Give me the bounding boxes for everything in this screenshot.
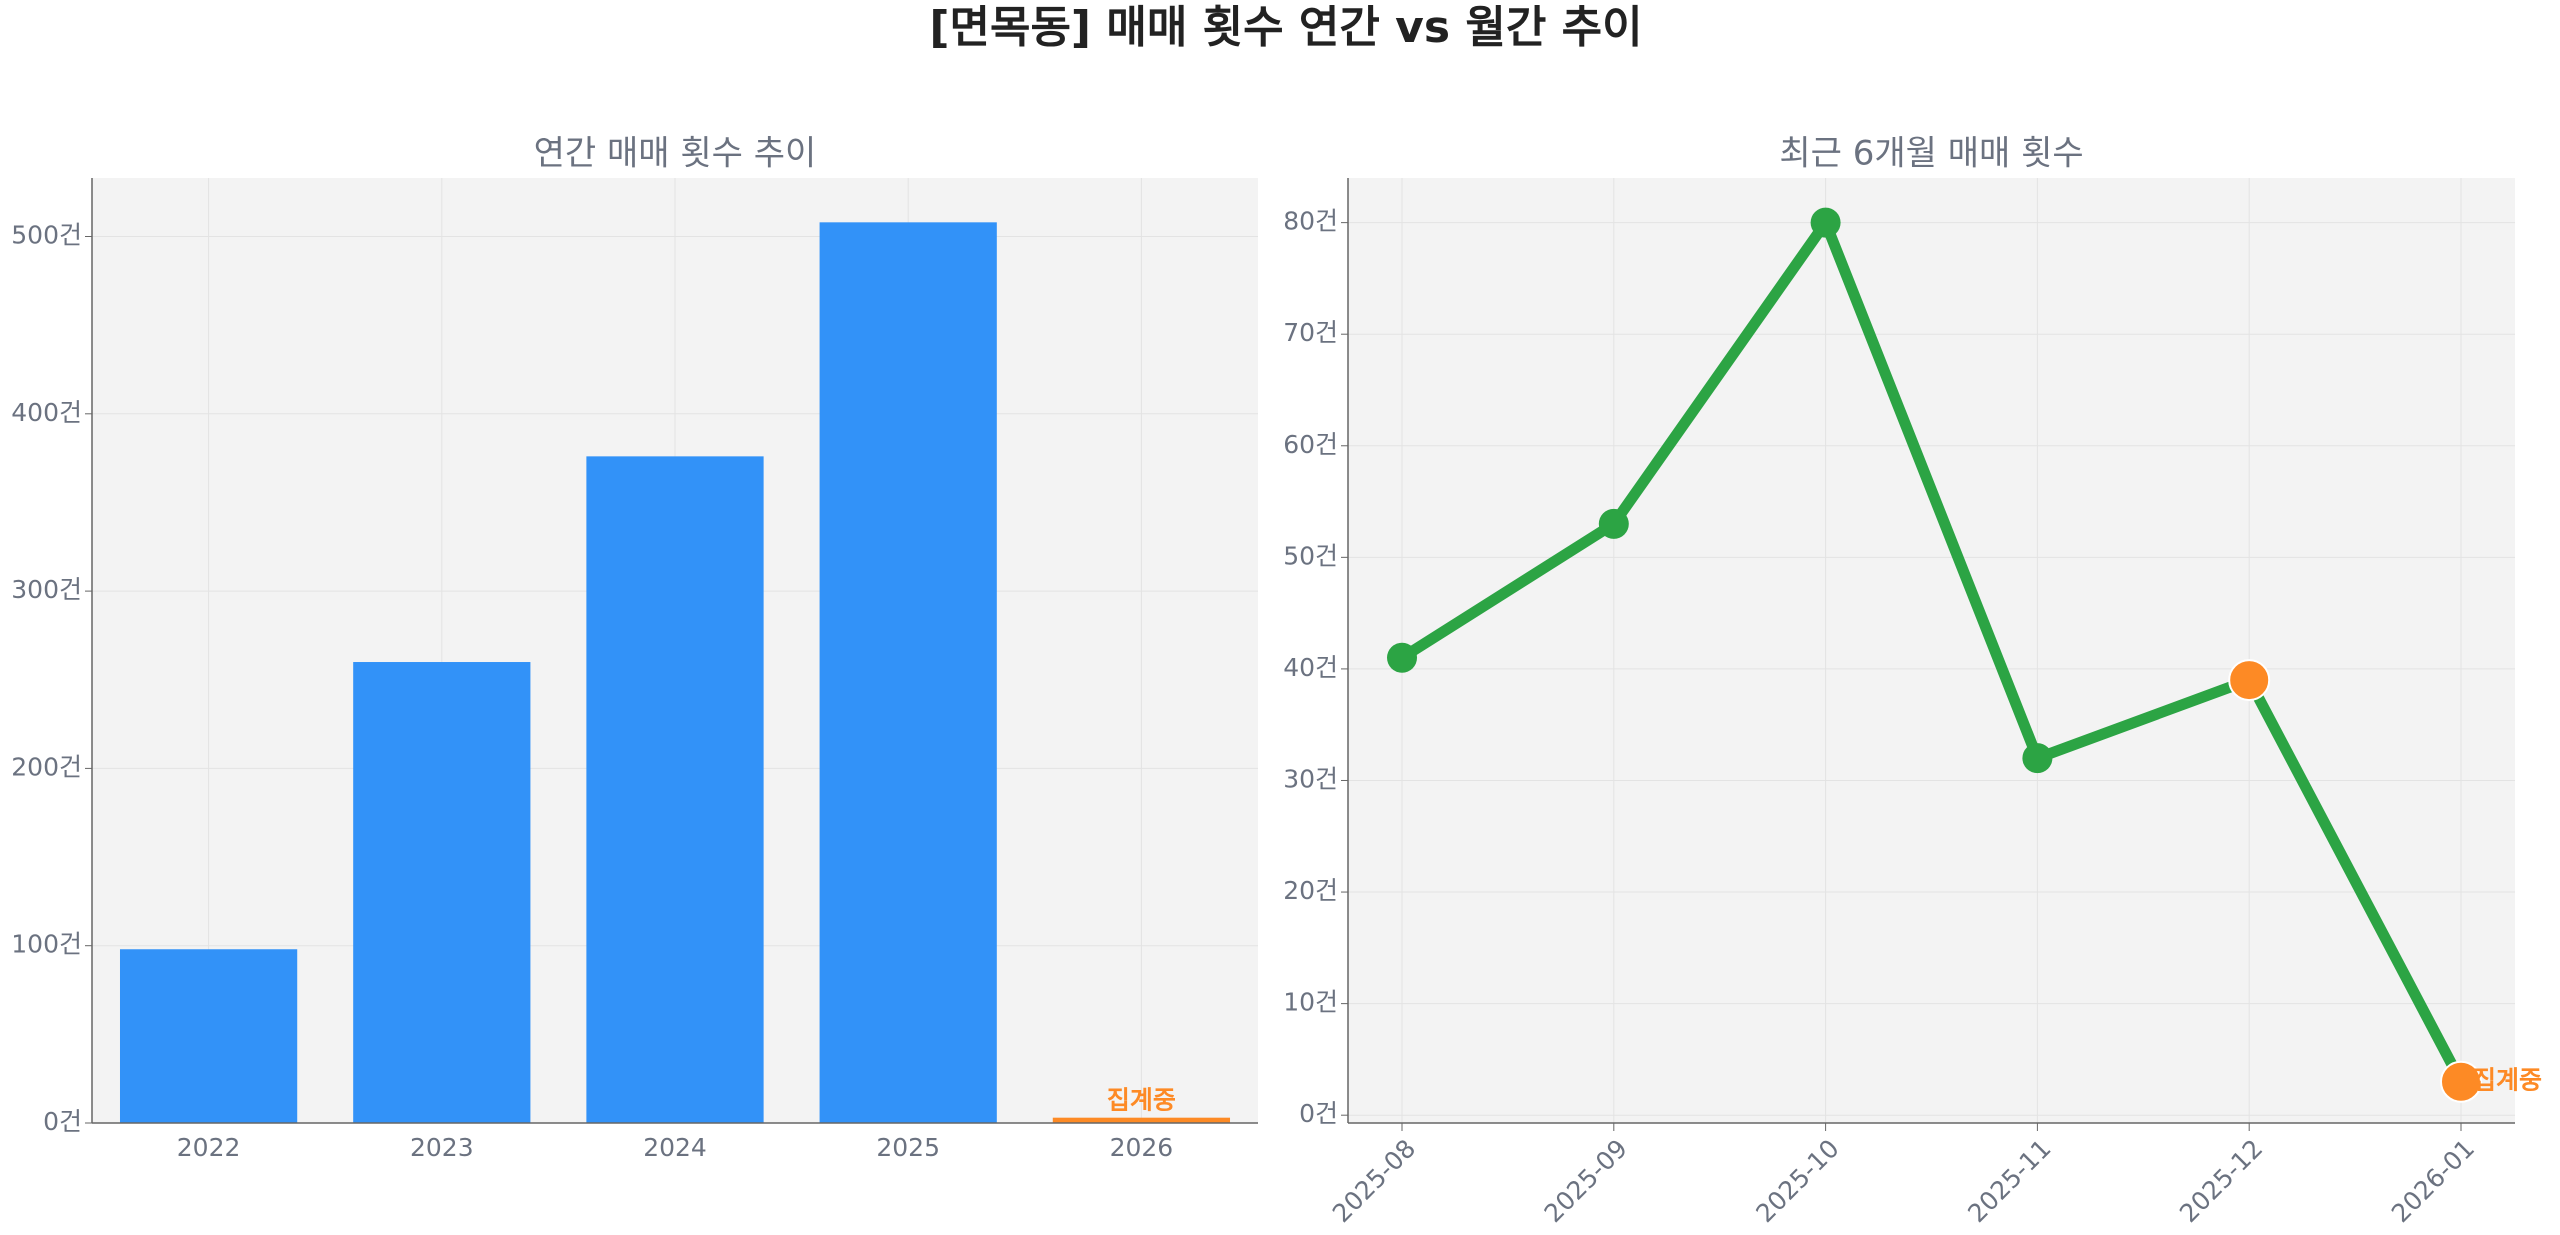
- y-tick-label: 10건: [1283, 988, 1338, 1017]
- x-tick-label: 2025-10: [1750, 1134, 1844, 1228]
- bar: [819, 222, 997, 1123]
- x-tick-label: 2026: [1110, 1133, 1174, 1162]
- x-tick-label: 2024: [643, 1133, 707, 1162]
- y-tick-label: 200건: [11, 752, 82, 781]
- bar: [586, 456, 764, 1123]
- x-tick-label: 2025-11: [1962, 1134, 2056, 1228]
- x-tick-label: 2025-08: [1327, 1134, 1421, 1228]
- x-tick-label: 2025: [876, 1133, 940, 1162]
- bar: [119, 949, 298, 1123]
- annotation: 집계중: [1107, 1086, 1176, 1115]
- x-tick-label: 2025-12: [2174, 1134, 2268, 1228]
- y-tick-label: 40건: [1283, 653, 1338, 682]
- point: [1810, 207, 1841, 238]
- x-tick-label: 2025-09: [1539, 1134, 1633, 1228]
- subplot-title: 최근 6개월 매매 횟수: [1779, 134, 2083, 174]
- y-tick-label: 0건: [43, 1107, 82, 1136]
- point: [2228, 659, 2271, 702]
- y-tick-label: 500건: [11, 221, 82, 250]
- y-tick-label: 300건: [11, 575, 82, 604]
- y-tick-label: 20건: [1283, 876, 1338, 905]
- x-tick-label: 2026-01: [2386, 1134, 2480, 1228]
- bar: [1052, 1117, 1231, 1123]
- y-tick-label: 30건: [1283, 764, 1338, 793]
- x-tick-label: 2022: [177, 1133, 241, 1162]
- plot-area: [1348, 178, 2515, 1123]
- x-tick-label: 2023: [410, 1133, 474, 1162]
- y-tick-label: 100건: [11, 930, 82, 959]
- y-tick-label: 80건: [1283, 207, 1338, 236]
- line: [1399, 217, 2466, 1085]
- bar: [353, 662, 531, 1123]
- y-tick-label: 50건: [1283, 541, 1338, 570]
- y-tick-label: 70건: [1283, 318, 1338, 347]
- y-tick-label: 0건: [1299, 1099, 1338, 1128]
- subplot-title: 연간 매매 횟수 추이: [534, 134, 817, 174]
- figure-title: [면목동] 매매 횟수 연간 vs 월간 추이: [929, 2, 1642, 53]
- point: [1387, 642, 1418, 673]
- point: [1598, 508, 1629, 539]
- point: [2439, 1060, 2482, 1103]
- y-tick-label: 60건: [1283, 430, 1338, 459]
- y-tick-label: 400건: [11, 398, 82, 427]
- point: [2022, 743, 2053, 774]
- annotation: 집계중: [2473, 1066, 2542, 1095]
